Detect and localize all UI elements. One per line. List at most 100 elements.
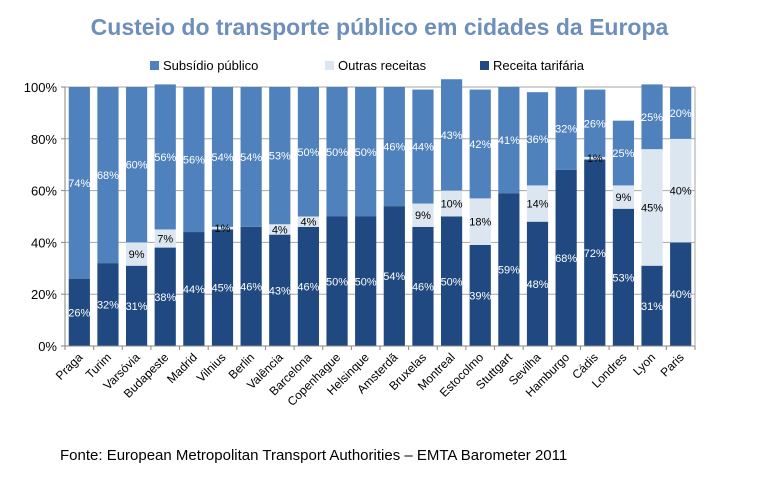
bar-segment — [125, 87, 148, 243]
y-tick-label: 80% — [31, 132, 57, 147]
bar-segment — [469, 89, 491, 199]
bar-segment — [670, 242, 692, 346]
data-label: 56% — [154, 152, 176, 164]
bar-segment — [641, 265, 663, 346]
data-label: 50% — [355, 147, 377, 159]
data-label: 36% — [526, 134, 548, 146]
bar-segment — [183, 232, 205, 346]
data-label: 31% — [126, 301, 148, 313]
data-label: 44% — [412, 142, 434, 154]
data-label: 50% — [326, 147, 348, 159]
bar-segment — [68, 278, 90, 346]
data-label: 50% — [326, 276, 348, 288]
bar-segment — [297, 216, 320, 227]
data-label: 46% — [412, 281, 434, 293]
bar-segment — [555, 87, 577, 170]
bar-segment — [269, 234, 291, 346]
bar-segment — [412, 89, 434, 204]
data-label: 74% — [68, 178, 90, 190]
data-label: 54% — [240, 152, 262, 164]
data-label: 72% — [584, 248, 606, 260]
bar-segment — [641, 149, 663, 266]
x-tick-label: Praga — [53, 350, 86, 383]
bar-segment — [526, 92, 549, 186]
bar-segment — [240, 87, 262, 227]
data-label: 9% — [129, 249, 145, 261]
data-label: 26% — [68, 307, 90, 319]
bar-segment — [211, 87, 234, 227]
x-tick-label: Vilnius — [194, 350, 229, 385]
bar-segment — [125, 242, 148, 266]
bar-segment — [383, 206, 405, 346]
data-label: 50% — [297, 147, 319, 159]
data-label: 39% — [469, 290, 491, 302]
bar-segment — [297, 226, 320, 346]
legend-item-receita: Receita tarifária — [480, 58, 584, 73]
data-label: 7% — [157, 234, 173, 246]
y-tick-label: 40% — [31, 235, 57, 250]
bar-segment — [670, 138, 692, 243]
bar-segment — [584, 89, 606, 157]
bar-segment — [326, 87, 348, 217]
data-label: 4% — [272, 224, 288, 236]
data-label: 46% — [297, 281, 319, 293]
data-label: 9% — [615, 192, 631, 204]
data-label: 59% — [498, 265, 520, 277]
stacked-bar-chart: 0%20%40%60%80%100%PragaTurimVarsóviaBuda… — [24, 79, 696, 409]
bar-segment — [498, 87, 520, 194]
bar-segment — [412, 226, 434, 346]
data-label: 54% — [211, 152, 233, 164]
bar-segment — [584, 159, 606, 346]
bar-segment — [412, 203, 434, 227]
data-label: 46% — [240, 281, 262, 293]
bar-segment — [440, 190, 463, 217]
data-label: 4% — [300, 217, 316, 229]
bar-segment — [526, 221, 549, 346]
data-label: 48% — [526, 279, 548, 291]
y-tick-label: 0% — [38, 339, 57, 354]
bar-segment — [498, 193, 520, 346]
bars — [68, 79, 692, 346]
data-label: 38% — [154, 292, 176, 304]
bar-segment — [154, 84, 176, 230]
data-label: 43% — [441, 130, 463, 142]
bar-segment — [355, 87, 377, 217]
bar-segment — [355, 216, 377, 346]
bar-segment — [612, 185, 635, 209]
bar-segment — [612, 120, 635, 186]
chart-title: Custeio do transporte público em cidades… — [90, 14, 669, 40]
data-label: 32% — [97, 300, 119, 312]
data-label: 50% — [355, 276, 377, 288]
legend-item-outras: Outras receitas — [325, 58, 426, 73]
data-label: 46% — [383, 142, 405, 154]
bar-segment — [469, 244, 491, 346]
bar-segment — [269, 224, 291, 235]
bar-segment — [584, 156, 606, 160]
data-label: 25% — [612, 148, 634, 160]
legend-label-subsidio: Subsídio público — [163, 58, 259, 73]
data-label: 26% — [584, 118, 606, 130]
data-label: 1% — [215, 223, 231, 235]
data-label: 14% — [526, 199, 548, 211]
bar-segment — [154, 247, 176, 346]
bar-segment — [154, 229, 176, 248]
data-label: 68% — [555, 253, 577, 265]
data-label: 45% — [641, 202, 663, 214]
bar-segment — [383, 87, 405, 207]
data-label: 41% — [498, 135, 520, 147]
data-label: 10% — [441, 199, 463, 211]
bar-segment — [440, 79, 463, 191]
bar-segment — [269, 87, 291, 225]
data-label: 40% — [670, 289, 692, 301]
data-label: 50% — [441, 276, 463, 288]
data-label: 1% — [587, 153, 603, 165]
x-tick-label: Lyon — [630, 350, 658, 378]
y-tick-label: 20% — [31, 287, 57, 302]
data-label: 25% — [641, 112, 663, 124]
bar-segment — [526, 185, 549, 222]
bar-segment — [183, 87, 205, 233]
bar-segment — [555, 169, 577, 346]
y-tick-label: 60% — [31, 184, 57, 199]
data-label: 20% — [670, 108, 692, 120]
bar-segment — [297, 87, 320, 217]
